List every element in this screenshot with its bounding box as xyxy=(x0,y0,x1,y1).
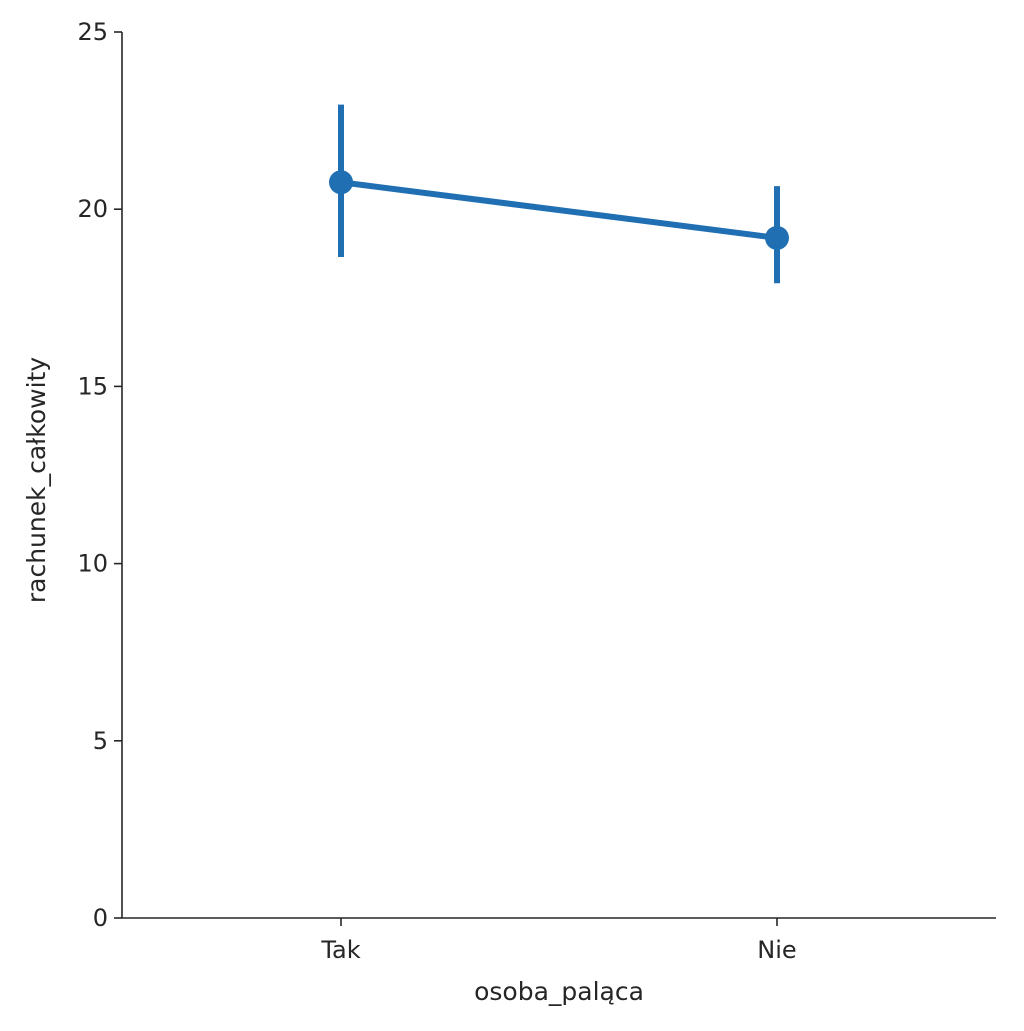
x-tick-label: Tak xyxy=(320,936,360,964)
x-axis-label: osoba_paląca xyxy=(474,977,644,1006)
y-tick-label: 5 xyxy=(93,727,108,755)
x-ticks: Tak Nie xyxy=(320,918,797,964)
y-axis-label: rachunek_całkowity xyxy=(22,357,51,603)
series-line xyxy=(340,179,778,241)
data-point xyxy=(329,170,353,195)
axes xyxy=(121,32,996,919)
y-tick-label: 25 xyxy=(77,18,108,46)
series-layer xyxy=(329,104,789,284)
y-tick-label: 15 xyxy=(77,372,108,400)
y-tick-label: 20 xyxy=(77,195,108,223)
x-tick-label: Nie xyxy=(757,936,796,964)
y-ticks: 0 5 10 15 20 25 xyxy=(77,18,122,932)
y-tick-label: 0 xyxy=(93,904,108,932)
y-tick-label: 10 xyxy=(77,550,108,578)
data-point xyxy=(765,225,789,250)
